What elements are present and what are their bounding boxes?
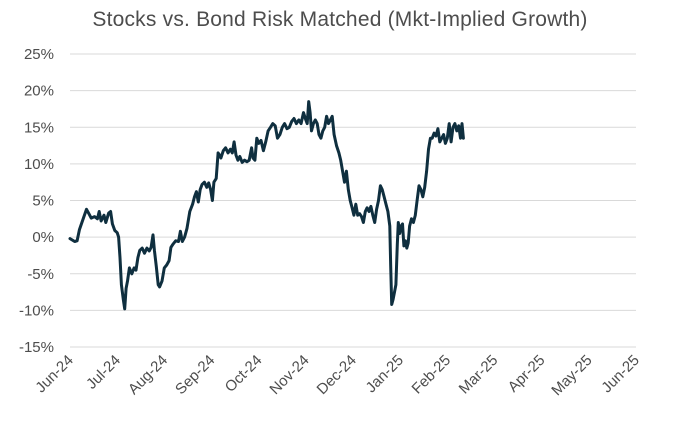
x-tick-label: Apr-25 (505, 352, 549, 396)
x-tick-label: Jun-25 (598, 352, 642, 396)
y-tick-label: 15% (24, 119, 54, 136)
x-axis-ticks: Jun-24 Jul-24 Aug-24 Sep-24 Oct-24 Nov-24 Dec-… (32, 352, 642, 399)
y-tick-label: 25% (24, 46, 54, 63)
y-tick-label: 0% (32, 229, 54, 246)
y-tick-label: 20% (24, 83, 54, 100)
x-tick-label: Jul-24 (83, 352, 124, 393)
y-tick-label: 5% (32, 193, 54, 210)
y-tick-label: -10% (19, 302, 54, 319)
series-layer (68, 100, 465, 311)
x-tick-label: Aug-24 (125, 352, 171, 398)
x-tick-label: Jun-24 (32, 352, 76, 396)
x-tick-label: Jan-25 (363, 352, 407, 396)
y-tick-label: -15% (19, 339, 54, 356)
x-tick-label: May-25 (548, 352, 595, 399)
series-line-0 (68, 100, 465, 311)
x-tick-label: Feb-25 (409, 352, 455, 398)
x-tick-label: Nov-24 (266, 352, 312, 398)
x-tick-label: Mar-25 (456, 352, 502, 398)
chart-title: Stocks vs. Bond Risk Matched (Mkt-Implie… (92, 8, 588, 31)
x-tick-label: Sep-24 (172, 352, 218, 398)
y-tick-label: -5% (27, 266, 54, 283)
y-tick-label: 10% (24, 156, 54, 173)
x-tick-label: Oct-24 (222, 352, 266, 396)
x-tick-label: Dec-24 (314, 352, 360, 398)
gridlines (70, 53, 636, 348)
y-axis-ticks: 25% 20% 15% 10% 5% 0% -5% -10% -15% (19, 46, 54, 356)
